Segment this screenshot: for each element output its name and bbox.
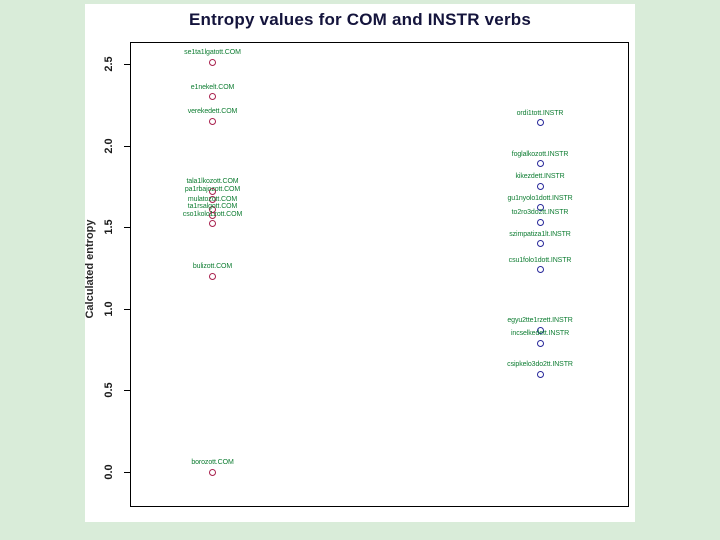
y-axis-tick-label: 0.0 bbox=[103, 464, 115, 480]
y-axis-tick bbox=[124, 472, 130, 473]
y-axis-tick-label: 1.0 bbox=[103, 301, 115, 317]
com-data-point bbox=[209, 93, 216, 101]
instr-data-point bbox=[536, 204, 544, 212]
instr-point-label: szimpatiza1lt.INSTR bbox=[509, 230, 571, 238]
y-axis-tick bbox=[124, 390, 130, 392]
com-point-label: borozott.COM bbox=[191, 459, 234, 466]
com-data-point bbox=[209, 468, 216, 476]
instr-data-point bbox=[536, 326, 544, 334]
com-data-point bbox=[209, 117, 216, 125]
plot-image: Entropy values for COM and INSTR verbs C… bbox=[85, 4, 635, 522]
com-point-label: se1ta1lgatott.COM bbox=[184, 49, 241, 57]
instr-data-point bbox=[536, 182, 544, 190]
y-axis-tick-label: 0.5 bbox=[103, 382, 115, 399]
instr-data-point bbox=[536, 370, 544, 378]
com-data-point bbox=[209, 187, 216, 195]
y-axis-tick-label: 1.5 bbox=[103, 219, 115, 235]
com-data-point bbox=[209, 205, 216, 213]
com-point-label: verekedett.COM bbox=[187, 108, 238, 116]
instr-point-label: incselkedett.INSTR bbox=[510, 330, 570, 338]
instr-data-point bbox=[536, 218, 544, 226]
instr-point-label: csipkelo3do2tt.INSTR bbox=[507, 361, 573, 369]
instr-data-point bbox=[536, 240, 544, 248]
com-point-label: mulatozott.COM bbox=[187, 196, 238, 204]
instr-point-label: csu1folo1dott.INSTR bbox=[508, 256, 572, 264]
instr-point-label: to2ro3do2tt.INSTR bbox=[511, 209, 569, 217]
com-data-point bbox=[209, 195, 216, 203]
instr-point-label: egyu2tte1rzett.INSTR bbox=[507, 317, 573, 325]
instr-data-point bbox=[536, 266, 544, 274]
com-point-label: tala1lkozott.COM bbox=[186, 178, 239, 186]
com-point-label: pa1rbajozott.COM bbox=[184, 186, 241, 194]
com-point-label: ta1rsalgott.COM bbox=[187, 202, 238, 210]
instr-point-label: foglalkozott.INSTR bbox=[511, 150, 569, 158]
y-axis-tick bbox=[124, 308, 130, 310]
y-axis-tick bbox=[124, 145, 130, 147]
instr-data-point bbox=[536, 339, 544, 347]
com-point-label: e1nekelt.COM bbox=[190, 83, 235, 91]
y-axis-tick-label: 2.0 bbox=[103, 137, 115, 154]
chart-title: Entropy values for COM and INSTR verbs bbox=[189, 10, 531, 29]
com-data-point bbox=[209, 220, 216, 228]
y-axis-label: Calculated entropy bbox=[85, 219, 96, 319]
y-axis-tick bbox=[124, 64, 130, 65]
instr-data-point bbox=[536, 160, 544, 168]
instr-point-label: ordi1tott.INSTR bbox=[516, 109, 564, 117]
com-data-point bbox=[209, 212, 216, 220]
com-point-label: cso1kolo1zott.COM bbox=[182, 210, 243, 218]
instr-data-point bbox=[536, 119, 544, 127]
com-data-point bbox=[209, 58, 216, 66]
y-axis-tick-label: 2.5 bbox=[103, 56, 115, 72]
instr-point-label: kikezdett.INSTR bbox=[515, 173, 565, 181]
y-axis-tick bbox=[124, 227, 130, 229]
com-data-point bbox=[209, 272, 216, 280]
com-point-label: bulizott.COM bbox=[192, 263, 233, 271]
instr-point-label: gu1nyolo1dott.INSTR bbox=[507, 194, 573, 202]
